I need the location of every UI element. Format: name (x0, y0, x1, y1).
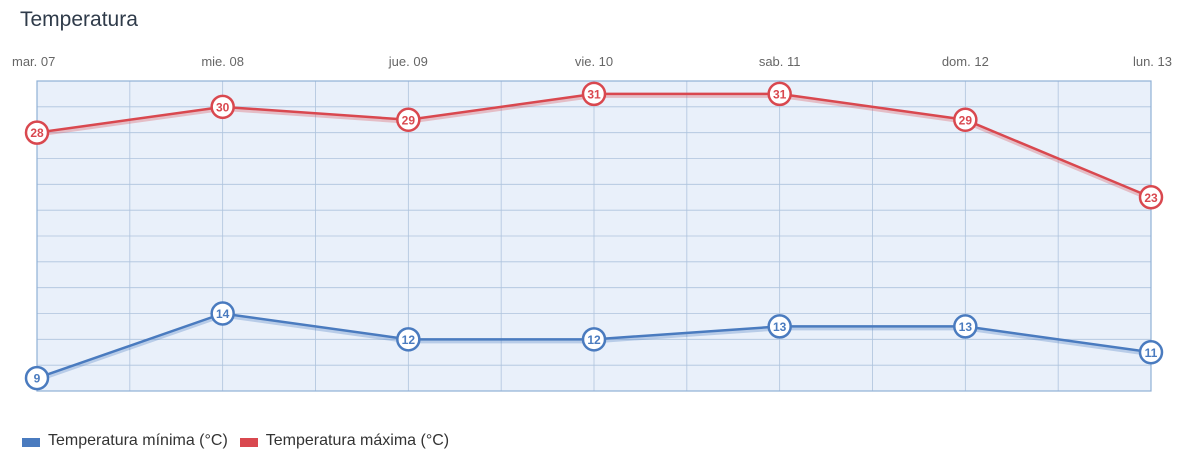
data-label: 12 (402, 333, 416, 347)
data-point (1138, 340, 1164, 365)
x-tick-label: jue. 09 (388, 54, 428, 69)
x-tick-label: vie. 10 (575, 54, 613, 69)
data-label: 11 (1145, 346, 1158, 360)
x-tick-label: mie. 08 (201, 54, 244, 69)
chart-legend: Temperatura mínima (°C) Temperatura máxi… (22, 432, 461, 450)
chart-title: Temperatura (20, 8, 138, 31)
data-label: 12 (587, 333, 601, 347)
temperature-chart: mar. 07 mie. 08 jue. 09 vie. 10 sab. 11 dom. … (12, 54, 1172, 392)
data-label: 23 (1144, 191, 1158, 205)
data-point (210, 301, 235, 326)
data-point (396, 327, 421, 352)
data-point (581, 327, 607, 352)
data-label: 29 (959, 113, 973, 127)
legend-swatch-min (22, 437, 40, 447)
data-label: 9 (34, 372, 41, 386)
data-label: 29 (402, 113, 416, 127)
data-point (953, 107, 978, 132)
legend-label-min: Temperatura mínima (°C) (48, 432, 228, 449)
data-point (24, 365, 50, 391)
legend-swatch-max (239, 437, 258, 447)
data-label: 31 (587, 87, 601, 101)
data-label: 31 (773, 87, 787, 101)
data-label: 14 (216, 307, 230, 321)
data-point (210, 94, 235, 120)
data-label: 30 (216, 100, 230, 114)
plot-border (36, 80, 1152, 392)
legend-item-max[interactable]: Temperatura máxima (°C) (239, 432, 450, 450)
data-label: 28 (30, 126, 44, 140)
data-point (1138, 185, 1164, 210)
legend-label-max: Temperatura máxima (°C) (265, 432, 450, 449)
x-tick-label: lun. 13 (1133, 54, 1172, 69)
x-tick-label: sab. 11 (759, 54, 801, 69)
legend-item-min[interactable]: Temperatura mínima (°C) (22, 432, 228, 450)
data-point (24, 120, 50, 145)
data-label: 13 (959, 320, 973, 334)
data-label: 13 (773, 320, 787, 334)
data-point (767, 314, 792, 339)
data-point (581, 81, 607, 107)
data-point (953, 314, 978, 339)
x-tick-label: dom. 12 (942, 54, 989, 69)
x-tick-label: mar. 07 (12, 54, 55, 69)
data-point (396, 107, 421, 132)
data-point (767, 81, 792, 107)
